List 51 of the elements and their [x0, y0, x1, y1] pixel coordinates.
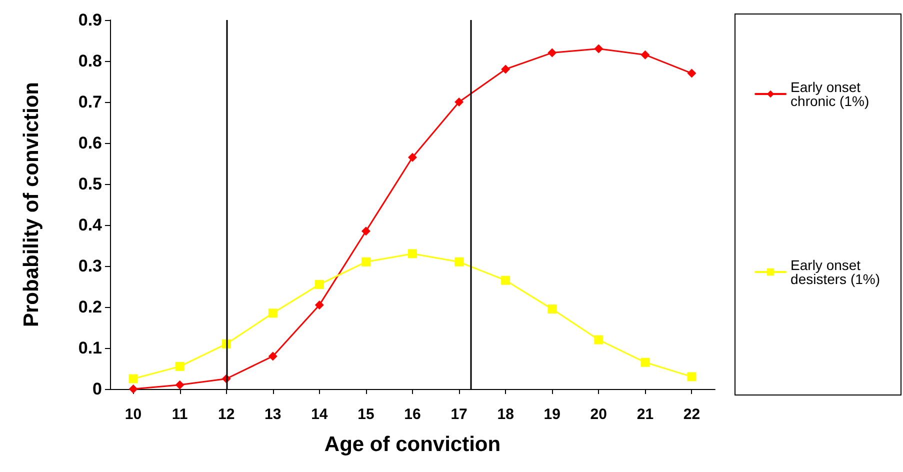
y-tick-label: 0.8: [78, 52, 102, 70]
y-tick-label: 0.5: [78, 174, 102, 194]
y-tick-label: 0.3: [78, 256, 102, 276]
x-tick-label: 12: [218, 406, 235, 423]
y-tick-label: 0.2: [78, 298, 102, 316]
legend-label: Early onset chronic (1%): [790, 79, 870, 109]
point: [361, 226, 370, 236]
x-tick-label: 16: [404, 406, 421, 423]
y-tick-label: 0.4: [78, 216, 103, 234]
x-axis-title: Age of conviction: [324, 433, 501, 456]
point: [640, 358, 650, 367]
point: [454, 98, 464, 106]
x-tick-label: 20: [590, 406, 607, 423]
y-tick-label: 0.9: [78, 10, 102, 30]
point: [640, 50, 650, 60]
y-tick-label: 0: [92, 380, 102, 398]
x-tick-label: 13: [264, 406, 282, 423]
x-tick-label: 17: [450, 406, 468, 423]
x-tick-label: 22: [683, 406, 700, 423]
point: [594, 335, 604, 344]
point: [268, 308, 278, 318]
y-tick-label: 0.6: [78, 134, 102, 152]
point: [687, 68, 696, 78]
x-tick-label: 18: [497, 406, 514, 423]
x-tick-label: 10: [124, 406, 142, 423]
point: [128, 384, 138, 394]
point: [454, 257, 464, 266]
x-tick-label: 11: [172, 406, 188, 423]
point: [314, 280, 324, 289]
legend-label: Early onset desisters (1%): [790, 257, 880, 287]
point: [361, 257, 370, 266]
y-axis-title: Probability of conviction: [20, 82, 43, 328]
point: [594, 44, 604, 54]
x-tick-label: 19: [544, 406, 560, 423]
point: [128, 374, 138, 384]
y-tick-label: 0.1: [78, 338, 102, 358]
x-tick-label: 14: [311, 406, 328, 423]
point: [268, 352, 278, 361]
point: [175, 380, 184, 390]
point: [408, 249, 417, 258]
point: [175, 362, 184, 371]
point: [501, 64, 510, 74]
point: [408, 152, 417, 162]
y-tick-label: 0.7: [78, 92, 102, 112]
x-tick-label: 21: [636, 406, 654, 423]
point: [687, 372, 696, 382]
point: [548, 48, 557, 58]
point: [501, 276, 510, 285]
point: [314, 300, 324, 310]
x-tick-label: 15: [358, 406, 374, 423]
point: [548, 304, 557, 314]
